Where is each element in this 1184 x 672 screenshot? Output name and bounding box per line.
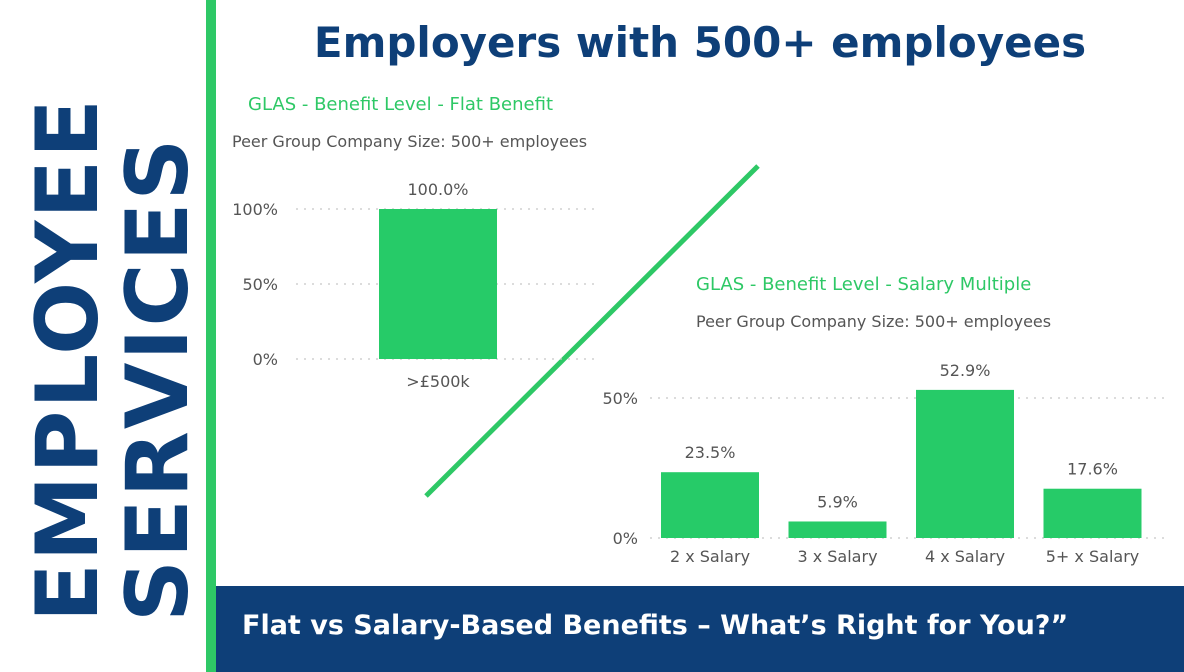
footer-banner: Flat vs Salary-Based Benefits – What’s R… <box>216 586 1184 672</box>
footer-text: Flat vs Salary-Based Benefits – What’s R… <box>242 610 1069 641</box>
chart1-subtitle: Peer Group Company Size: 500+ employees <box>232 132 588 151</box>
chart2: 0% 50% 23.5% 2 x Salary 5.9% 3 x Salary 52.9% 4… <box>602 361 1170 566</box>
chart2-x-tick-label: 2 x Salary <box>670 547 750 566</box>
chart1-title: GLAS - Benefit Level - Flat Benefit <box>248 94 554 115</box>
chart2-x-tick-label: 3 x Salary <box>797 547 877 566</box>
chart2-data-label: 23.5% <box>685 443 736 462</box>
chart1-y-tick-label: 50% <box>242 275 278 294</box>
chart1: 0% 50% 100% 100.0% >£500k <box>232 180 600 391</box>
chart2-bar <box>916 389 1014 538</box>
chart2-y-tick-label: 50% <box>602 389 638 408</box>
chart2-bar <box>661 472 759 538</box>
chart2-data-label: 52.9% <box>940 361 991 380</box>
chart1-bar <box>379 209 497 359</box>
chart2-title: GLAS - Benefit Level - Salary Multiple <box>696 274 1032 295</box>
chart1-x-tick-label: >£500k <box>406 372 470 391</box>
chart1-data-label: 100.0% <box>407 180 468 199</box>
chart2-x-tick-label: 5+ x Salary <box>1046 547 1139 566</box>
chart2-bar <box>788 521 887 538</box>
chart2-data-label: 5.9% <box>817 492 858 511</box>
chart2-y-tick-label: 0% <box>613 529 638 548</box>
sidebar: EMPLOYEE SERVICES <box>0 0 208 672</box>
page-title: Employers with 500+ employees <box>313 18 1087 67</box>
chart2-subtitle: Peer Group Company Size: 500+ employees <box>696 312 1052 331</box>
accent-divider <box>206 0 216 672</box>
chart2-data-label: 17.6% <box>1067 460 1118 479</box>
chart1-y-tick-label: 100% <box>232 200 278 219</box>
chart2-bar <box>1043 488 1142 538</box>
chart2-x-tick-label: 4 x Salary <box>925 547 1005 566</box>
diagonal-divider <box>424 164 760 498</box>
chart1-y-tick-label: 0% <box>253 350 278 369</box>
